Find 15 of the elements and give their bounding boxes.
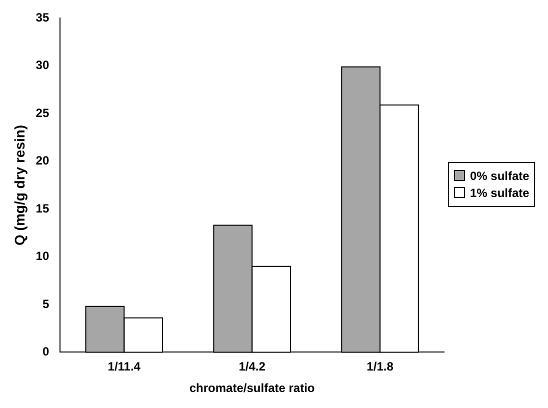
y-tick-label: 0 (42, 344, 50, 359)
text: 1% sulfate (470, 186, 530, 200)
y-tick-label: 5 (42, 296, 50, 311)
y-tick-label: 20 (36, 154, 50, 168)
x-tick-label: 1/4.2 (238, 360, 266, 374)
x-tick-label: 1/11.4 (108, 360, 141, 374)
y-tick-label: 15 (36, 201, 50, 216)
y-tick-label: 30 (36, 58, 50, 72)
y-tick-label: 10 (36, 249, 50, 264)
x-axis-title: chromate/sulfate ratio (189, 381, 315, 396)
y-tick-label: 25 (36, 106, 50, 120)
x-tick-label: 1/1.8 (366, 360, 394, 374)
legend-label: 0% sulfate (470, 168, 530, 182)
y-tick-label: 35 (36, 10, 50, 25)
y-axis-title: Q (mg/g dry resin) (11, 124, 28, 246)
